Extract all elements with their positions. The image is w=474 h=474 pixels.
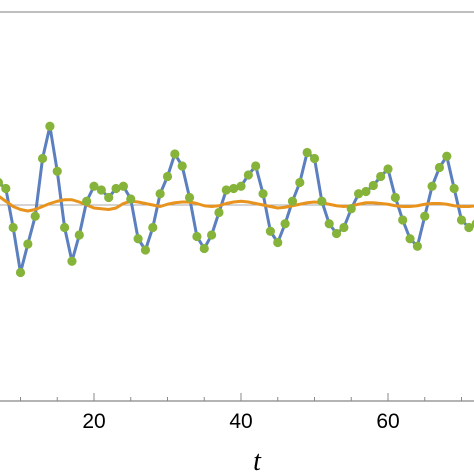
- data-point: [243, 170, 253, 180]
- data-point: [376, 171, 386, 182]
- data-point: [52, 166, 62, 176]
- data-point: [420, 211, 430, 221]
- data-point: [192, 231, 202, 242]
- data-point: [229, 183, 239, 194]
- data-point: [111, 183, 121, 194]
- data-point: [251, 161, 261, 171]
- x-ticks: [20, 393, 462, 401]
- data-point: [23, 239, 33, 249]
- data-point: [74, 230, 84, 240]
- data-point: [280, 219, 290, 229]
- data-point: [96, 185, 106, 195]
- data-point: [449, 183, 459, 194]
- data-point: [398, 215, 408, 225]
- data-point: [287, 196, 298, 206]
- x-tick-labels: 20 40 60: [82, 410, 399, 433]
- data-point: [273, 237, 283, 248]
- data-point: [442, 151, 452, 161]
- data-point: [456, 215, 467, 225]
- data-point: [221, 185, 231, 195]
- series-group: [0, 121, 474, 278]
- data-point: [427, 181, 437, 191]
- data-point: [295, 177, 305, 188]
- x-tick-label: 40: [229, 410, 252, 433]
- data-point: [8, 222, 18, 233]
- data-point: [434, 162, 445, 173]
- data-point: [82, 196, 92, 206]
- data-point: [331, 228, 342, 239]
- data-point: [199, 243, 209, 254]
- data-point: [317, 196, 327, 206]
- x-tick-label: 60: [376, 410, 399, 433]
- data-point: [0, 178, 4, 187]
- data-point: [265, 226, 275, 236]
- x-tick-label: 20: [82, 410, 105, 433]
- data-point: [324, 219, 334, 229]
- data-point: [45, 121, 55, 131]
- data-point: [464, 222, 474, 233]
- data-point: [89, 181, 99, 191]
- data-point: [354, 189, 364, 199]
- data-point: [133, 234, 143, 244]
- data-point: [339, 222, 349, 233]
- data-point: [368, 180, 378, 191]
- data-point: [30, 211, 40, 221]
- data-point: [118, 181, 128, 191]
- data-point: [346, 204, 356, 214]
- data-point: [126, 194, 136, 204]
- data-point: [155, 189, 165, 199]
- data-point: [383, 164, 393, 174]
- data-point: [184, 192, 195, 203]
- data-point: [207, 230, 217, 240]
- data-point: [37, 153, 48, 164]
- data-point: [309, 153, 320, 164]
- series-line-2: [0, 195, 474, 213]
- data-point: [177, 161, 187, 171]
- data-point: [148, 222, 158, 233]
- data-point: [1, 183, 11, 194]
- data-point: [60, 222, 70, 233]
- data-point: [390, 192, 400, 203]
- data-point: [67, 256, 77, 266]
- data-point: [170, 149, 180, 159]
- data-point: [162, 171, 173, 182]
- data-point: [236, 181, 246, 191]
- data-point: [258, 189, 268, 199]
- data-point: [471, 219, 474, 228]
- data-point: [361, 186, 371, 197]
- data-point: [214, 207, 224, 218]
- data-point: [412, 241, 422, 251]
- data-point: [302, 147, 312, 158]
- x-axis-label: t: [253, 446, 262, 474]
- data-point: [15, 267, 26, 278]
- data-point: [405, 234, 415, 244]
- data-point: [140, 245, 151, 255]
- data-point: [104, 192, 114, 203]
